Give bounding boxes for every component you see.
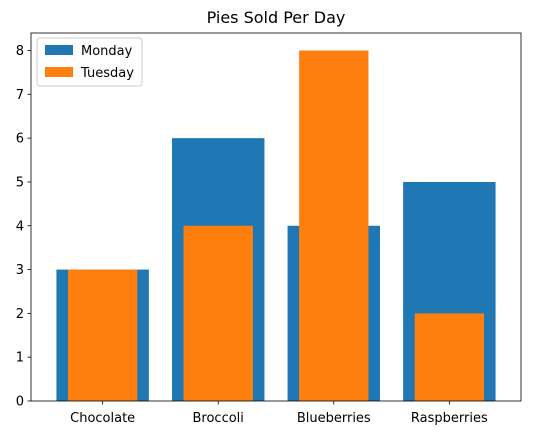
y-tick-label: 3 [16,263,24,278]
legend: Monday Tuesday [36,37,143,87]
y-tick-label: 8 [16,44,24,59]
y-tick-label: 0 [16,395,24,410]
bar-tuesday-chocolate [67,269,138,401]
bar-tuesday-raspberries [414,313,485,401]
bar-tuesday-broccoli [183,225,253,401]
legend-label-monday: Monday [81,44,133,59]
x-tick-label: Raspberries [411,411,488,426]
y-tick-label: 6 [16,132,24,147]
axes-frame [30,32,522,402]
x-tick-label: Blueberries [297,411,371,426]
chart-title: Pies Sold Per Day [207,8,346,27]
legend-swatch-monday [45,45,73,55]
bar-tuesday-blueberries [299,50,369,402]
legend-swatch-tuesday [45,67,73,77]
legend-label-tuesday: Tuesday [80,66,134,81]
y-tick-label: 5 [16,175,24,190]
y-tick-label: 2 [16,307,24,322]
y-tick-label: 7 [16,88,24,103]
y-tick-label: 1 [16,351,24,366]
y-tick-label: 4 [16,219,24,234]
plot-area: 0 1 2 3 4 5 6 7 8 Chocolate Broccoli Blueberries Ras… [16,32,522,426]
x-tick-label: Chocolate [70,411,135,426]
x-tick-label: Broccoli [193,411,244,426]
